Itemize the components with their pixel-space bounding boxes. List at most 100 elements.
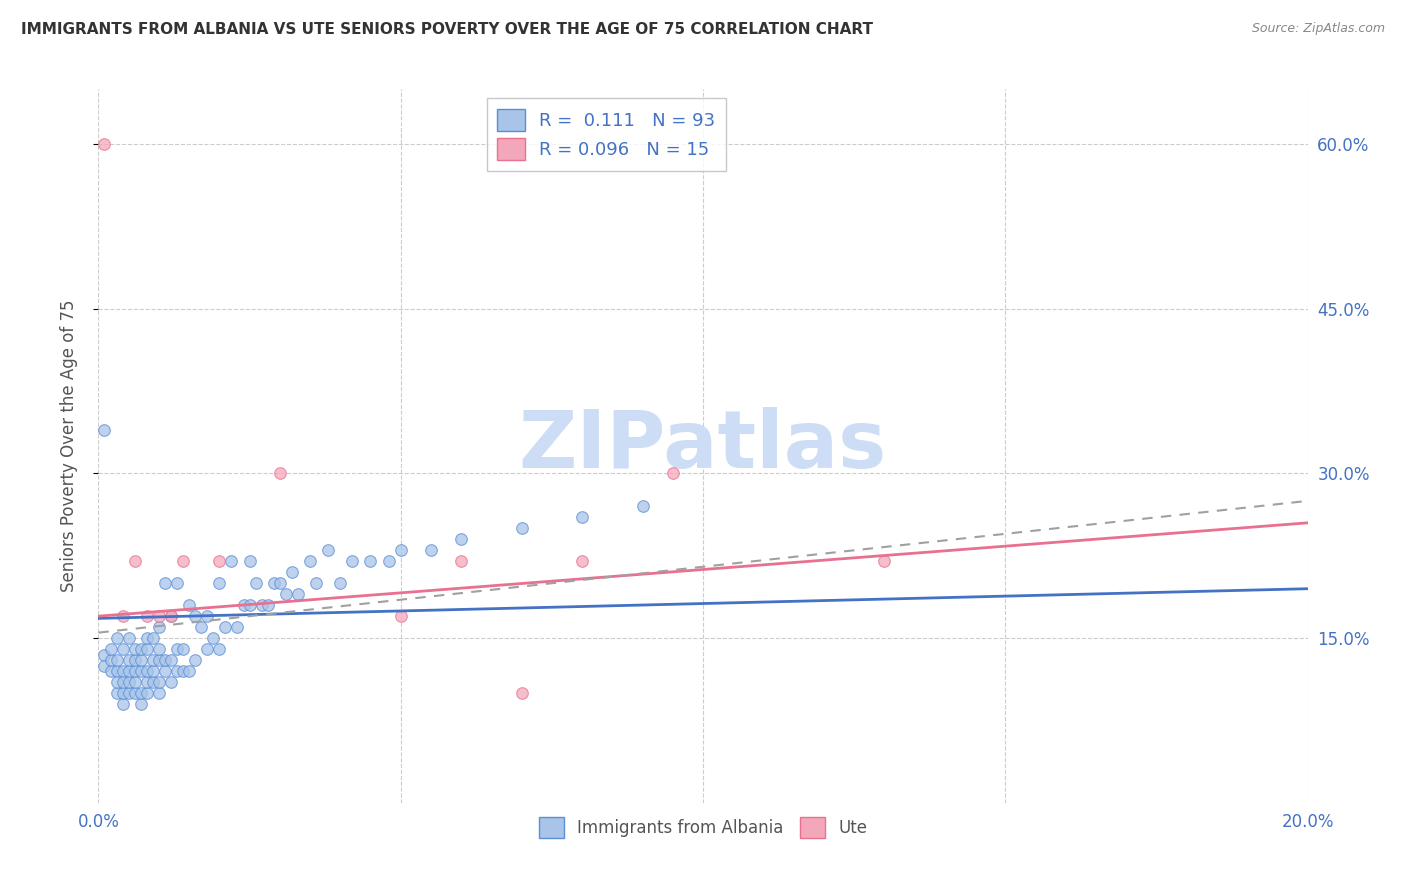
Immigrants from Albania	[148, 686, 170, 700]
Ute	[124, 554, 146, 568]
Immigrants from Albania	[299, 554, 322, 568]
Immigrants from Albania	[631, 500, 654, 514]
Immigrants from Albania	[256, 598, 278, 612]
Immigrants from Albania	[221, 554, 243, 568]
Immigrants from Albania	[450, 533, 472, 547]
Immigrants from Albania	[118, 653, 141, 667]
Immigrants from Albania	[316, 543, 339, 558]
Immigrants from Albania	[148, 620, 170, 634]
Immigrants from Albania	[118, 631, 141, 645]
Immigrants from Albania	[124, 686, 146, 700]
Immigrants from Albania	[142, 631, 165, 645]
Immigrants from Albania	[281, 566, 304, 580]
Ute	[269, 467, 291, 481]
Immigrants from Albania	[105, 686, 128, 700]
Immigrants from Albania	[160, 609, 183, 624]
Immigrants from Albania	[93, 423, 115, 437]
Immigrants from Albania	[232, 598, 254, 612]
Immigrants from Albania	[287, 587, 309, 601]
Ute	[389, 609, 412, 624]
Immigrants from Albania	[342, 554, 364, 568]
Immigrants from Albania	[166, 664, 188, 678]
Immigrants from Albania	[245, 576, 267, 591]
Immigrants from Albania	[93, 648, 115, 662]
Ute	[208, 554, 231, 568]
Immigrants from Albania	[105, 631, 128, 645]
Immigrants from Albania	[105, 653, 128, 667]
Immigrants from Albania	[118, 686, 141, 700]
Immigrants from Albania	[172, 664, 194, 678]
Immigrants from Albania	[111, 675, 134, 690]
Immigrants from Albania	[100, 653, 122, 667]
Immigrants from Albania	[142, 675, 165, 690]
Text: IMMIGRANTS FROM ALBANIA VS UTE SENIORS POVERTY OVER THE AGE OF 75 CORRELATION CH: IMMIGRANTS FROM ALBANIA VS UTE SENIORS P…	[21, 22, 873, 37]
Immigrants from Albania	[420, 543, 443, 558]
Ute	[111, 609, 134, 624]
Immigrants from Albania	[111, 686, 134, 700]
Immigrants from Albania	[148, 642, 170, 657]
Immigrants from Albania	[148, 675, 170, 690]
Immigrants from Albania	[184, 609, 207, 624]
Immigrants from Albania	[153, 664, 176, 678]
Ute	[450, 554, 472, 568]
Immigrants from Albania	[179, 664, 201, 678]
Immigrants from Albania	[129, 642, 152, 657]
Immigrants from Albania	[118, 664, 141, 678]
Immigrants from Albania	[111, 697, 134, 711]
Immigrants from Albania	[105, 664, 128, 678]
Immigrants from Albania	[100, 642, 122, 657]
Immigrants from Albania	[135, 675, 157, 690]
Y-axis label: Seniors Poverty Over the Age of 75: Seniors Poverty Over the Age of 75	[59, 300, 77, 592]
Immigrants from Albania	[172, 642, 194, 657]
Ute	[172, 554, 194, 568]
Immigrants from Albania	[208, 576, 231, 591]
Immigrants from Albania	[166, 576, 188, 591]
Immigrants from Albania	[214, 620, 236, 634]
Immigrants from Albania	[142, 653, 165, 667]
Text: ZIPatlas: ZIPatlas	[519, 407, 887, 485]
Ute	[571, 554, 593, 568]
Immigrants from Albania	[208, 642, 231, 657]
Immigrants from Albania	[274, 587, 297, 601]
Immigrants from Albania	[195, 609, 218, 624]
Immigrants from Albania	[263, 576, 285, 591]
Immigrants from Albania	[135, 686, 157, 700]
Ute	[510, 686, 533, 700]
Immigrants from Albania	[389, 543, 412, 558]
Ute	[93, 137, 115, 152]
Ute	[148, 609, 170, 624]
Immigrants from Albania	[269, 576, 291, 591]
Immigrants from Albania	[305, 576, 328, 591]
Immigrants from Albania	[148, 653, 170, 667]
Ute	[135, 609, 157, 624]
Immigrants from Albania	[100, 664, 122, 678]
Immigrants from Albania	[153, 576, 176, 591]
Immigrants from Albania	[129, 653, 152, 667]
Immigrants from Albania	[377, 554, 399, 568]
Ute	[160, 609, 183, 624]
Immigrants from Albania	[105, 675, 128, 690]
Immigrants from Albania	[160, 675, 183, 690]
Immigrants from Albania	[111, 664, 134, 678]
Immigrants from Albania	[124, 642, 146, 657]
Immigrants from Albania	[124, 675, 146, 690]
Immigrants from Albania	[129, 664, 152, 678]
Immigrants from Albania	[124, 664, 146, 678]
Immigrants from Albania	[360, 554, 382, 568]
Immigrants from Albania	[153, 653, 176, 667]
Immigrants from Albania	[510, 521, 533, 535]
Ute	[661, 467, 683, 481]
Immigrants from Albania	[250, 598, 273, 612]
Immigrants from Albania	[571, 510, 593, 524]
Text: Source: ZipAtlas.com: Source: ZipAtlas.com	[1251, 22, 1385, 36]
Immigrants from Albania	[93, 658, 115, 673]
Immigrants from Albania	[239, 554, 262, 568]
Ute	[873, 554, 896, 568]
Immigrants from Albania	[239, 598, 262, 612]
Immigrants from Albania	[135, 664, 157, 678]
Immigrants from Albania	[135, 642, 157, 657]
Immigrants from Albania	[184, 653, 207, 667]
Legend: Immigrants from Albania, Ute: Immigrants from Albania, Ute	[531, 811, 875, 845]
Immigrants from Albania	[166, 642, 188, 657]
Immigrants from Albania	[160, 653, 183, 667]
